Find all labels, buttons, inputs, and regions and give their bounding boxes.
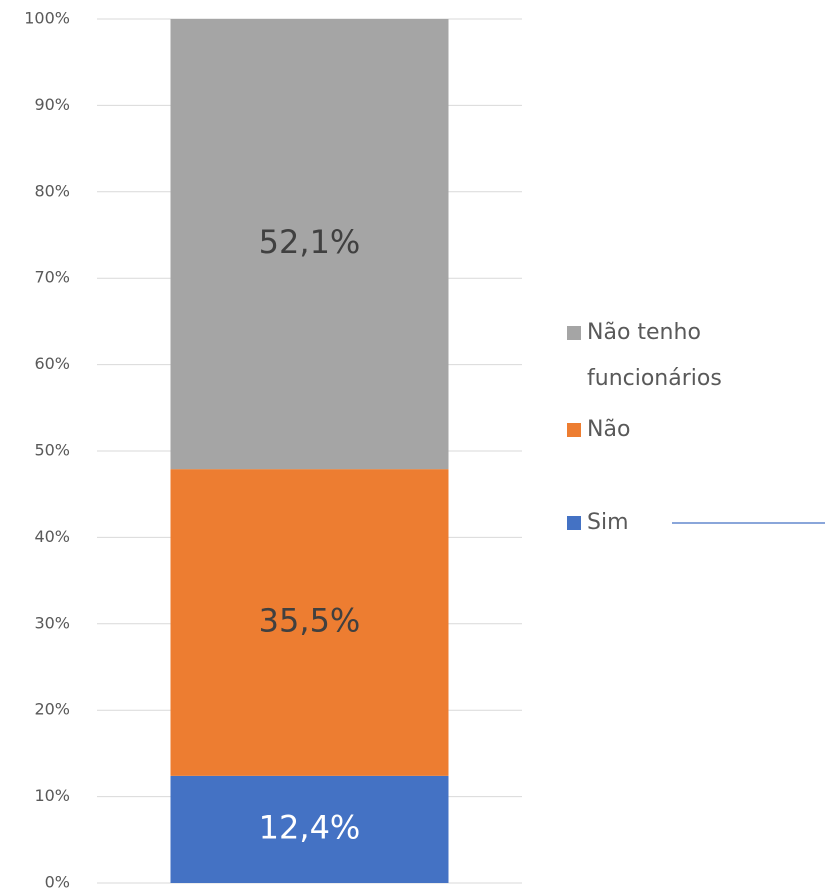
y-tick-label: 60%: [34, 354, 70, 373]
legend-entry: Não: [567, 407, 767, 453]
legend-entry: Sim: [567, 500, 767, 546]
bar-segment: [170, 19, 449, 470]
data-label: 35,5%: [259, 602, 361, 640]
legend-swatch: [567, 326, 581, 340]
legend-label: Não: [587, 417, 631, 442]
y-tick-label: 80%: [34, 181, 70, 200]
y-tick-label: 40%: [34, 527, 70, 546]
y-tick-label: 0%: [45, 873, 70, 892]
y-tick-label: 10%: [34, 786, 70, 805]
legend-label: Sim: [587, 510, 629, 535]
y-tick-label: 70%: [34, 268, 70, 287]
bar-segment: [170, 469, 449, 776]
legend-label: Não tenho funcionários: [587, 320, 722, 391]
y-tick-label: 50%: [34, 441, 70, 460]
y-tick-label: 30%: [34, 613, 70, 632]
legend-entry: Não tenho funcionários: [567, 310, 767, 402]
legend-swatch: [567, 516, 581, 530]
y-tick-label: 100%: [24, 9, 70, 28]
y-tick-label: 90%: [34, 95, 70, 114]
legend-swatch: [567, 423, 581, 437]
y-tick-label: 20%: [34, 700, 70, 719]
data-label: 12,4%: [259, 808, 361, 846]
bar-segment: [170, 775, 449, 883]
data-label: 52,1%: [259, 223, 361, 261]
